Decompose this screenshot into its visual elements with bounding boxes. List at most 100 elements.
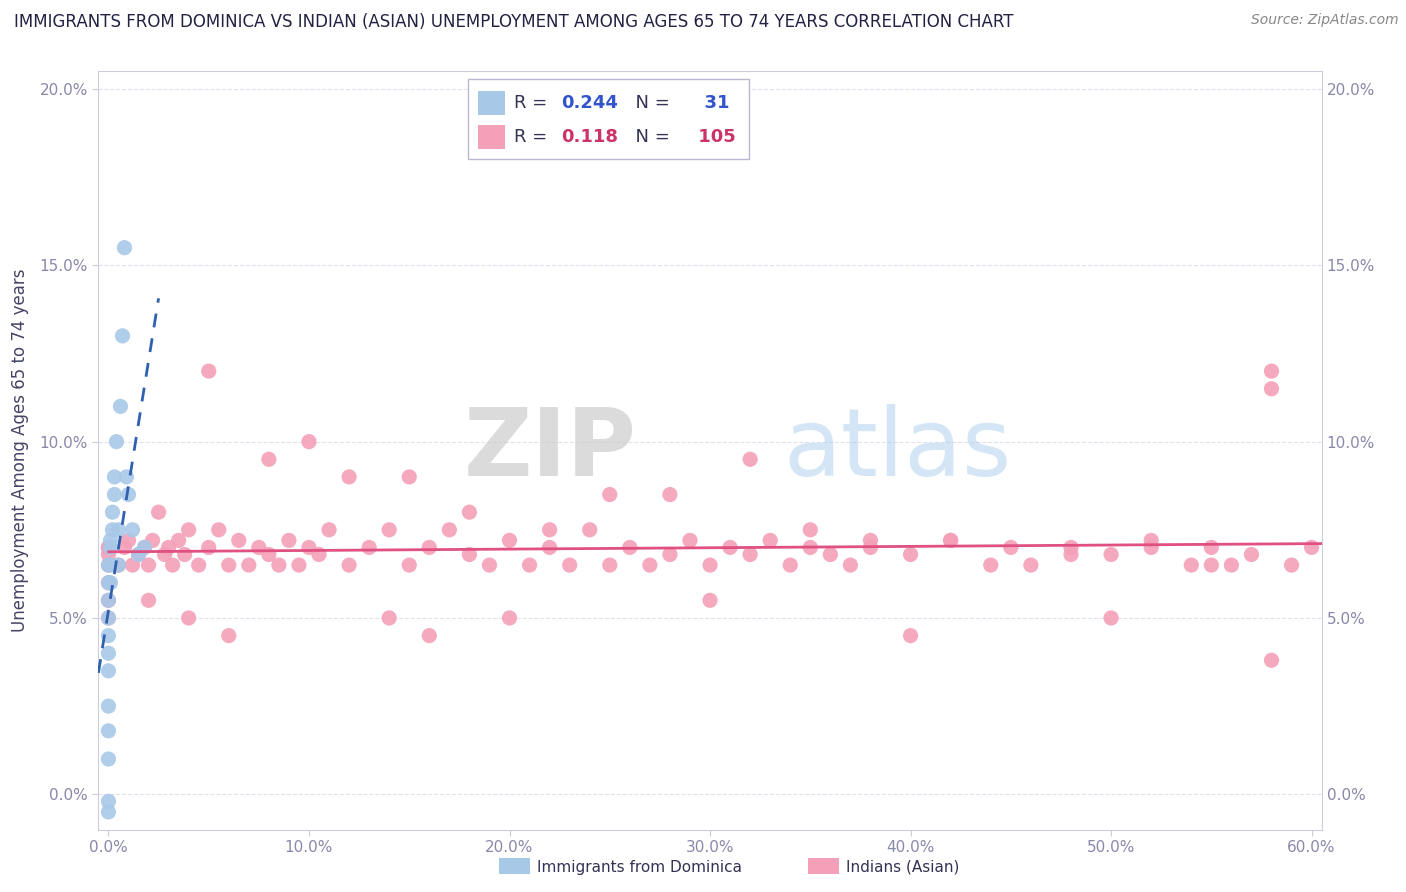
Point (97, 752, 120, 766)
Point (718, 541, 741, 555)
Point (799, 523, 821, 537)
Text: Indians (Asian): Indians (Asian) (846, 860, 960, 874)
Point (128, 548, 150, 562)
Point (107, 558, 129, 572)
Point (177, 611, 200, 625)
Point (759, 533, 782, 548)
Point (97, 611, 120, 625)
Point (1220, 558, 1243, 572)
Point (134, 541, 156, 555)
Point (337, 558, 360, 572)
Text: 105: 105 (692, 128, 735, 146)
Text: 0.244: 0.244 (561, 95, 617, 112)
Point (208, 523, 231, 537)
Point (378, 523, 401, 537)
Point (458, 505, 481, 519)
Point (318, 523, 340, 537)
Point (197, 541, 219, 555)
Point (148, 505, 170, 519)
Point (1099, 611, 1122, 625)
Point (111, 329, 134, 343)
Point (97, 794, 120, 808)
Point (779, 558, 801, 572)
Point (740, 548, 762, 562)
Y-axis label: Unemployment Among Ages 65 to 74 years: Unemployment Among Ages 65 to 74 years (10, 268, 28, 632)
Point (439, 523, 461, 537)
Point (1201, 558, 1223, 572)
Point (538, 541, 561, 555)
Text: N =: N = (624, 128, 671, 146)
Point (97, 611, 120, 625)
Text: R =: R = (515, 128, 560, 146)
Point (101, 523, 124, 537)
Point (267, 558, 290, 572)
Point (599, 487, 621, 501)
Point (97, 541, 120, 555)
Point (100, 541, 122, 555)
Point (1240, 548, 1263, 562)
Point (177, 523, 200, 537)
Point (97, 629, 120, 643)
Point (498, 611, 520, 625)
Point (114, 541, 136, 555)
Point (107, 523, 129, 537)
Point (228, 533, 250, 548)
Point (740, 452, 762, 467)
Text: ZIP: ZIP (464, 404, 637, 497)
Point (218, 629, 240, 643)
Point (478, 558, 501, 572)
Point (173, 548, 195, 562)
Point (117, 487, 139, 501)
Point (418, 629, 440, 643)
Point (308, 548, 330, 562)
Point (97, 723, 120, 738)
Point (138, 558, 160, 572)
Point (97, 575, 120, 590)
Point (218, 558, 240, 572)
Text: Source: ZipAtlas.com: Source: ZipAtlas.com (1251, 13, 1399, 28)
Point (162, 558, 184, 572)
Point (1260, 364, 1282, 378)
Point (1180, 558, 1202, 572)
Point (121, 523, 143, 537)
Point (138, 593, 160, 607)
Point (97, 646, 120, 660)
Point (1140, 533, 1163, 548)
Point (97, 593, 120, 607)
Point (839, 558, 862, 572)
Point (1019, 558, 1042, 572)
Point (900, 629, 922, 643)
Point (679, 533, 702, 548)
Point (658, 487, 681, 501)
Point (1201, 541, 1223, 555)
Point (288, 558, 311, 572)
Point (97, 664, 120, 678)
Point (167, 533, 190, 548)
Point (107, 558, 129, 572)
Text: atlas: atlas (783, 404, 1012, 497)
Point (114, 241, 136, 255)
Point (378, 611, 401, 625)
Point (1260, 382, 1282, 396)
Text: 0.118: 0.118 (561, 128, 617, 146)
FancyBboxPatch shape (468, 79, 749, 159)
Point (257, 548, 280, 562)
Text: IMMIGRANTS FROM DOMINICA VS INDIAN (ASIAN) UNEMPLOYMENT AMONG AGES 65 TO 74 YEAR: IMMIGRANTS FROM DOMINICA VS INDIAN (ASIA… (14, 13, 1014, 31)
Point (359, 541, 381, 555)
Point (578, 523, 600, 537)
Point (699, 558, 721, 572)
Point (939, 533, 962, 548)
Point (187, 558, 209, 572)
Point (110, 400, 132, 414)
Point (1000, 541, 1022, 555)
Point (1140, 541, 1163, 555)
Point (900, 548, 922, 562)
Point (398, 470, 420, 484)
Point (1281, 558, 1303, 572)
Point (97, 593, 120, 607)
Text: N =: N = (624, 95, 671, 112)
Point (247, 541, 270, 555)
Point (1099, 548, 1122, 562)
Point (97, 699, 120, 714)
Point (97, 575, 120, 590)
